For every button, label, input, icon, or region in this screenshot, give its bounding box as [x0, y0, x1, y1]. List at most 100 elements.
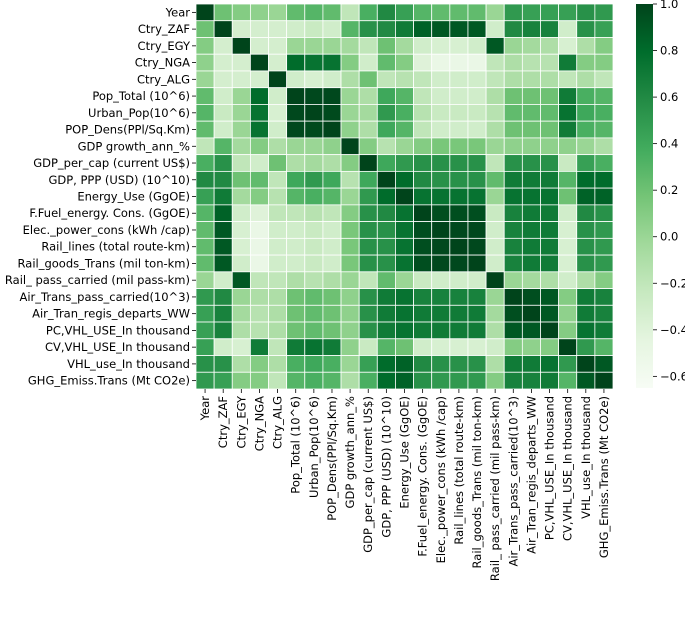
- heatmap-cell: [213, 70, 233, 89]
- heatmap-cell: [449, 20, 469, 38]
- y-tick-label: Air_Trans_pass_carried(10^3): [19, 290, 190, 304]
- heatmap-cell: [503, 87, 523, 105]
- heatmap-cell: [213, 154, 233, 172]
- heatmap-cell: [376, 221, 396, 239]
- heatmap-cell: [576, 120, 596, 139]
- heatmap-cell: [503, 371, 523, 390]
- heatmap-cell: [558, 371, 578, 390]
- heatmap-cell: [340, 338, 360, 356]
- heatmap-cell: [576, 53, 596, 72]
- heatmap-cell: [322, 70, 342, 89]
- heatmap-cell: [503, 338, 523, 356]
- heatmap-cell: [521, 137, 541, 156]
- heatmap-cell: [376, 53, 396, 72]
- heatmap-cell: [431, 3, 451, 22]
- heatmap-cell: [213, 53, 233, 72]
- heatmap-cell: [213, 304, 233, 323]
- heatmap-cell: [231, 288, 251, 306]
- heatmap-cell: [322, 204, 342, 223]
- heatmap-cell: [195, 271, 215, 289]
- heatmap-cell: [449, 237, 469, 256]
- heatmap-cell: [467, 254, 487, 273]
- heatmap-cell: [503, 254, 523, 273]
- heatmap-cell: [268, 304, 288, 323]
- heatmap-cell: [449, 254, 469, 273]
- heatmap-cell: [594, 271, 614, 289]
- heatmap-cell: [413, 355, 433, 373]
- heatmap-cell: [286, 3, 306, 22]
- heatmap-cell: [594, 237, 614, 256]
- heatmap-cell: [195, 137, 215, 156]
- colorbar-tick-label: 0.0: [660, 230, 678, 244]
- heatmap-cell: [558, 53, 578, 72]
- heatmap-cell: [503, 221, 523, 239]
- heatmap-cell: [467, 271, 487, 289]
- heatmap-cell: [503, 170, 523, 189]
- heatmap-cell: [503, 288, 523, 306]
- heatmap-cell: [268, 104, 288, 122]
- heatmap-cell: [413, 288, 433, 306]
- x-tick-label: Air_Trans_pass_carried(10^3): [506, 396, 520, 567]
- heatmap-cell: [594, 53, 614, 72]
- heatmap-cell: [467, 321, 487, 340]
- heatmap-cell: [376, 137, 396, 156]
- heatmap-cell: [521, 187, 541, 206]
- heatmap-cell: [485, 338, 505, 356]
- heatmap-cell: [358, 321, 378, 340]
- heatmap-cell: [195, 237, 215, 256]
- y-tick-label: POP_Dens(PPl/Sq.Km): [65, 123, 190, 137]
- heatmap-cell: [213, 120, 233, 139]
- heatmap-cell: [304, 338, 324, 356]
- y-tick-labels: Year Ctry_ZAF Ctry_EGY Ctry_NGA Ctry_ALG Pop_…: [5, 5, 196, 388]
- heatmap-cell: [249, 120, 269, 139]
- heatmap-cell: [594, 288, 614, 306]
- heatmap-cell: [213, 137, 233, 156]
- x-tick-label: GDP, PPP (USD) (10^10): [379, 396, 393, 538]
- heatmap-cell: [304, 104, 324, 122]
- heatmap-cell: [540, 221, 560, 239]
- heatmap-cell: [413, 154, 433, 172]
- heatmap-cell: [485, 288, 505, 306]
- colorbar-tick-label: 0.4: [660, 137, 678, 151]
- heatmap-cell: [540, 204, 560, 223]
- heatmap-cell: [304, 304, 324, 323]
- heatmap-cell: [431, 137, 451, 156]
- heatmap-cell: [503, 3, 523, 22]
- heatmap-cell: [521, 53, 541, 72]
- heatmap-cell: [395, 187, 414, 206]
- heatmap-cell: [558, 137, 578, 156]
- heatmap-cell: [449, 120, 469, 139]
- heatmap-cell: [485, 187, 505, 206]
- heatmap-cell: [521, 154, 541, 172]
- heatmap-cell: [413, 371, 433, 390]
- y-tick-label: Elec._power_cons (kWh /cap): [23, 223, 190, 237]
- heatmap-cell: [340, 53, 360, 72]
- heatmap-cell: [467, 87, 487, 105]
- heatmap-cell: [322, 37, 342, 55]
- heatmap-cell: [594, 321, 614, 340]
- heatmap-cell: [467, 187, 487, 206]
- x-tick-label: Rail_ pass_carried (mil pass-km): [488, 396, 502, 581]
- heatmap-cell: [286, 104, 306, 122]
- heatmap-cell: [395, 304, 414, 323]
- heatmap-cell: [558, 271, 578, 289]
- heatmap-cell: [576, 338, 596, 356]
- heatmap-cell: [268, 237, 288, 256]
- heatmap-cell: [340, 355, 360, 373]
- heatmap-cell: [449, 371, 469, 390]
- heatmap-cell: [521, 20, 541, 38]
- heatmap-cell: [467, 355, 487, 373]
- heatmap-cell: [431, 120, 451, 139]
- heatmap-cell: [467, 304, 487, 323]
- heatmap-cell: [413, 304, 433, 323]
- heatmap-cell: [413, 338, 433, 356]
- heatmap-cell: [540, 137, 560, 156]
- heatmap-cell: [467, 237, 487, 256]
- heatmap-cell: [249, 304, 269, 323]
- x-tick-label: Pop_Total (10^6): [289, 396, 303, 494]
- heatmap-cell: [195, 288, 215, 306]
- heatmap-cell: [268, 321, 288, 340]
- heatmap-cell: [540, 355, 560, 373]
- heatmap-cell: [485, 120, 505, 139]
- heatmap-cell: [449, 271, 469, 289]
